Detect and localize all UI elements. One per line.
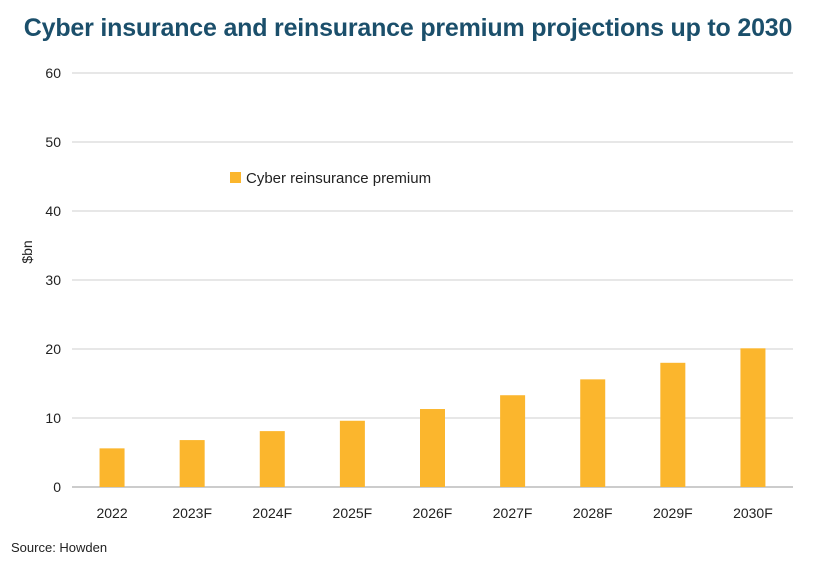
x-tick-label: 2024F xyxy=(252,505,292,521)
bar-2024F xyxy=(259,431,285,487)
x-axis-ticks: 2022 2023F 2024F 2025F 2026F 2027F 2028F 2029F 2… xyxy=(96,505,772,521)
bar-2030F xyxy=(740,348,766,487)
x-tick-label: 2025F xyxy=(333,505,373,521)
legend-swatch xyxy=(230,172,241,183)
y-tick-label: 50 xyxy=(45,134,61,150)
chart-title: Cyber insurance and reinsurance premium … xyxy=(23,14,793,42)
x-tick-label: 2026F xyxy=(413,505,453,521)
bar-2028F xyxy=(580,379,606,487)
y-axis-label: $bn xyxy=(19,240,35,263)
x-tick-label: 2028F xyxy=(573,505,613,521)
y-axis-ticks: 0 10 20 30 40 50 60 xyxy=(45,65,61,495)
y-tick-label: 20 xyxy=(45,341,61,357)
y-tick-label: 60 xyxy=(45,65,61,81)
bar-2022 xyxy=(99,448,125,487)
bar-2027F xyxy=(500,395,526,487)
y-tick-label: 40 xyxy=(45,203,61,219)
x-tick-label: 2022 xyxy=(96,505,127,521)
legend: Cyber reinsurance premium xyxy=(230,170,431,187)
bars xyxy=(99,348,766,487)
x-tick-label: 2029F xyxy=(653,505,693,521)
x-tick-label: 2027F xyxy=(493,505,533,521)
legend-label: Cyber reinsurance premium xyxy=(246,170,431,187)
y-tick-label: 0 xyxy=(53,479,61,495)
bar-2026F xyxy=(420,409,445,487)
source-note: Source: Howden xyxy=(11,540,108,555)
bar-2025F xyxy=(339,420,365,487)
x-tick-label: 2030F xyxy=(733,505,773,521)
bar-2029F xyxy=(660,362,686,487)
y-tick-label: 10 xyxy=(45,410,61,426)
x-tick-label: 2023F xyxy=(172,505,212,521)
y-tick-label: 30 xyxy=(45,272,61,288)
bar-2023F xyxy=(179,440,205,487)
